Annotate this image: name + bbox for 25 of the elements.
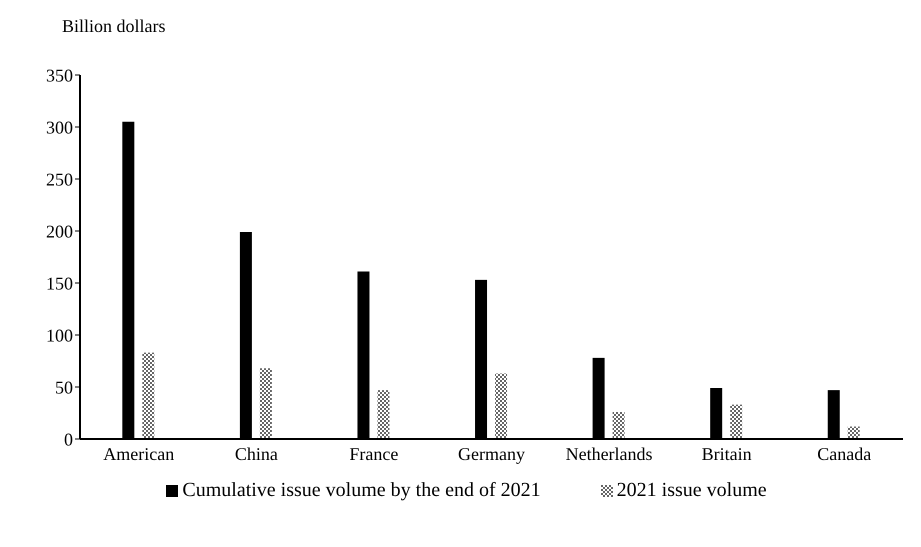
- x-tick-label: France: [349, 444, 398, 464]
- x-tick-label: Canada: [817, 444, 872, 464]
- y-tick-label: 0: [64, 429, 73, 450]
- y-tick-label: 200: [46, 221, 73, 242]
- legend-label: Cumulative issue volume by the end of 2021: [182, 479, 541, 502]
- y-axis-title: Billion dollars: [62, 16, 166, 37]
- bar: [848, 426, 860, 439]
- x-tick-label: American: [103, 444, 174, 464]
- bar: [612, 412, 625, 439]
- bar: [260, 368, 272, 439]
- y-tick-label: 350: [46, 65, 73, 86]
- x-tick-label: Germany: [458, 444, 525, 464]
- x-tick-label: Britain: [702, 444, 752, 464]
- x-tick-label: China: [234, 444, 278, 464]
- y-tick-label: 250: [46, 169, 73, 190]
- y-tick-label: 50: [55, 377, 73, 398]
- legend-label: 2021 issue volume: [616, 479, 767, 502]
- y-tick-label: 150: [46, 273, 73, 294]
- bar: [142, 352, 154, 439]
- y-tick-label: 300: [46, 117, 73, 138]
- bar: [730, 404, 742, 439]
- bar: [377, 390, 390, 439]
- x-tick-label: Netherlands: [566, 444, 653, 464]
- y-tick-label: 100: [46, 325, 73, 346]
- bar: [495, 373, 508, 439]
